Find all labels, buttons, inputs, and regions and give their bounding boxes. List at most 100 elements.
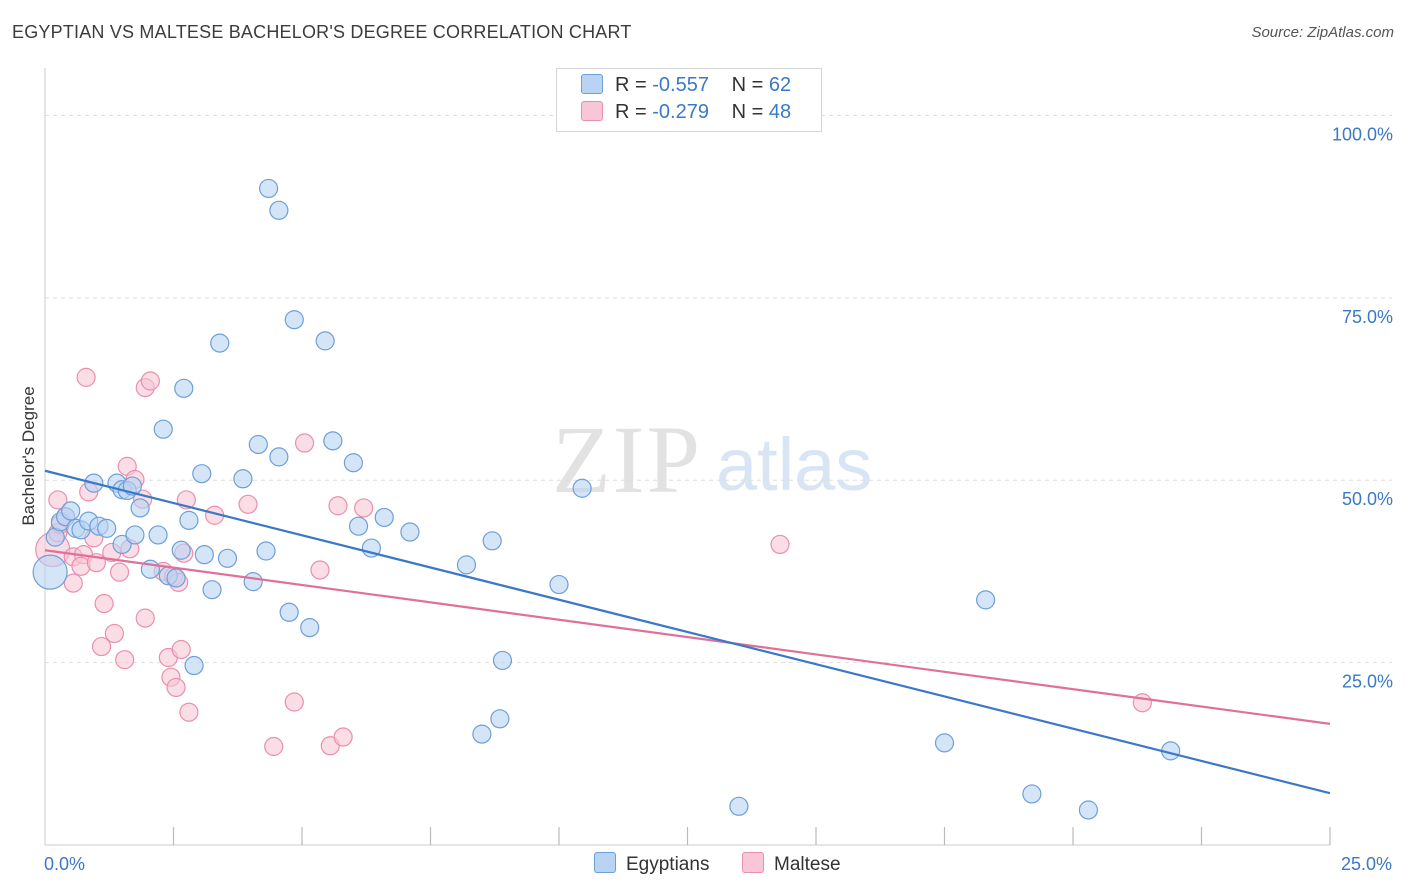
legend-label-egyptians: Egyptians bbox=[626, 854, 710, 875]
egyptians-point bbox=[202, 580, 222, 600]
egyptians-point bbox=[125, 525, 145, 545]
egyptians-point bbox=[269, 447, 289, 467]
maltese-point bbox=[264, 736, 284, 757]
legend-item-egyptians[interactable]: Egyptians bbox=[594, 852, 709, 876]
stats-legend: R = -0.557 N = 62 R = -0.279 N = 48 bbox=[556, 68, 822, 132]
maltese-point bbox=[238, 494, 258, 514]
maltese-point bbox=[354, 498, 374, 518]
maltese-point bbox=[310, 560, 330, 580]
egyptians-point bbox=[549, 574, 569, 595]
swatch-pink-icon bbox=[581, 101, 603, 121]
n-value: 62 bbox=[768, 74, 792, 96]
chart-title: EGYPTIAN VS MALTESE BACHELOR'S DEGREE CO… bbox=[12, 22, 632, 42]
egyptians-trend-line bbox=[44, 469, 1331, 795]
r-label: R = bbox=[615, 101, 653, 123]
egyptians-point bbox=[300, 618, 320, 638]
maltese-point bbox=[179, 702, 199, 722]
egyptians-point bbox=[1078, 800, 1099, 820]
egyptians-point bbox=[348, 516, 369, 536]
maltese-point bbox=[115, 650, 135, 670]
egyptians-points bbox=[32, 178, 1181, 820]
y-tick-label: 25.0% bbox=[1342, 672, 1393, 692]
n-label-gap bbox=[715, 101, 732, 123]
egyptians-point bbox=[174, 378, 194, 398]
n-value: 48 bbox=[768, 101, 792, 123]
r-value: -0.279 bbox=[652, 101, 709, 123]
egyptians-point bbox=[456, 555, 477, 575]
watermark-atlas: atlas bbox=[716, 423, 872, 506]
maltese-point bbox=[91, 636, 112, 657]
egyptians-point bbox=[482, 531, 502, 551]
y-tick-labels: 25.0% 50.0% 75.0% 100.0% bbox=[1332, 124, 1393, 691]
egyptians-point bbox=[97, 518, 117, 538]
egyptians-point bbox=[171, 540, 191, 560]
egyptians-point bbox=[258, 178, 279, 199]
egyptians-point bbox=[490, 709, 510, 729]
egyptians-point bbox=[112, 534, 132, 555]
y-tick-label: 75.0% bbox=[1342, 307, 1393, 327]
maltese-points bbox=[35, 367, 1152, 757]
trend-lines bbox=[44, 469, 1331, 795]
maltese-trend-line bbox=[44, 549, 1331, 725]
maltese-point bbox=[770, 534, 790, 555]
legend-swatch-blue-icon bbox=[594, 852, 616, 873]
egyptians-point bbox=[248, 434, 268, 455]
egyptians-point bbox=[279, 602, 299, 622]
egyptians-point bbox=[233, 469, 253, 489]
maltese-point bbox=[140, 371, 160, 391]
y-axis-label: Bachelor's Degree bbox=[19, 386, 38, 525]
y-tick-label: 100.0% bbox=[1332, 124, 1393, 144]
egyptians-point bbox=[194, 545, 214, 565]
x-tick-label-max: 25.0% bbox=[1341, 854, 1392, 874]
egyptians-point bbox=[729, 796, 749, 816]
x-ticks bbox=[172, 827, 1331, 845]
egyptians-point bbox=[192, 464, 212, 484]
egyptians-point bbox=[374, 507, 394, 528]
maltese-point bbox=[333, 727, 353, 747]
r-value: -0.557 bbox=[652, 74, 709, 96]
stats-row-maltese: R = -0.279 N = 48 bbox=[581, 101, 791, 127]
maltese-point bbox=[104, 623, 124, 644]
r-label: R = bbox=[615, 74, 653, 96]
egyptians-point bbox=[269, 200, 289, 220]
egyptians-point bbox=[243, 572, 263, 592]
maltese-point bbox=[135, 608, 155, 628]
egyptians-point bbox=[1022, 784, 1042, 804]
egyptians-point bbox=[210, 333, 230, 353]
maltese-point bbox=[1132, 693, 1152, 713]
egyptians-point bbox=[217, 548, 238, 568]
maltese-point bbox=[63, 573, 83, 593]
stats-row-egyptians: R = -0.557 N = 62 bbox=[581, 74, 791, 100]
watermark: ZIP atlas bbox=[552, 406, 872, 513]
watermark-zip: ZIP bbox=[552, 406, 702, 513]
swatch-blue-icon bbox=[581, 74, 603, 94]
maltese-point bbox=[171, 639, 191, 660]
maltese-point bbox=[76, 367, 96, 387]
maltese-point bbox=[166, 677, 186, 698]
n-label: N = bbox=[731, 74, 769, 96]
x-tick-label-min: 0.0% bbox=[44, 854, 85, 874]
egyptians-point bbox=[976, 590, 996, 610]
egyptians-point bbox=[400, 522, 420, 542]
egyptians-point bbox=[472, 724, 492, 744]
maltese-point bbox=[94, 593, 114, 614]
egyptians-point bbox=[315, 331, 335, 351]
egyptians-point bbox=[61, 501, 81, 521]
egyptians-point bbox=[572, 478, 592, 498]
egyptians-point bbox=[148, 525, 168, 545]
maltese-point bbox=[284, 692, 304, 712]
egyptians-point bbox=[130, 498, 150, 518]
maltese-point bbox=[109, 562, 130, 582]
y-tick-label: 50.0% bbox=[1342, 489, 1393, 509]
maltese-point bbox=[328, 496, 348, 516]
egyptians-point bbox=[323, 431, 343, 451]
egyptians-point bbox=[179, 510, 199, 530]
egyptians-point bbox=[934, 733, 955, 753]
egyptians-point bbox=[166, 568, 186, 588]
source-label: Source: ZipAtlas.com bbox=[1251, 24, 1394, 41]
egyptians-point bbox=[184, 655, 204, 676]
legend-item-maltese[interactable]: Maltese bbox=[742, 852, 841, 876]
n-label: N = bbox=[731, 101, 769, 123]
legend-label-maltese: Maltese bbox=[774, 854, 841, 875]
